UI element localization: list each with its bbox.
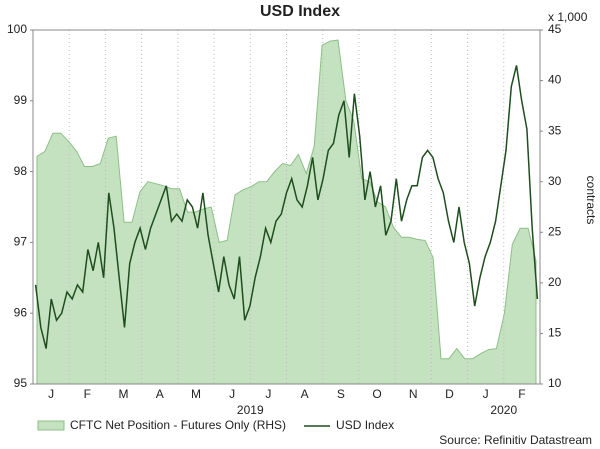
x-tick-label: A (156, 387, 164, 401)
chart-title: USD Index (260, 3, 340, 20)
y2-tick-label: 20 (548, 275, 562, 289)
y2-axis-label: contracts (584, 176, 598, 225)
x-tick-label: F (518, 387, 525, 401)
year-label: 2020 (490, 403, 517, 417)
y2-tick-label: 45 (548, 22, 562, 36)
y2-tick-label: 25 (548, 224, 562, 238)
x-tick-label: J (265, 387, 271, 401)
x-tick-label: O (372, 387, 381, 401)
y-tick-label: 99 (14, 93, 28, 107)
y2-unit: x 1,000 (548, 10, 588, 24)
x-tick-label: F (84, 387, 91, 401)
source-note: Source: Refinitiv Datastream (439, 433, 592, 447)
area-series (36, 39, 537, 385)
y-tick-label: 96 (14, 305, 28, 319)
x-tick-label: M (191, 387, 201, 401)
plot-frame (32, 29, 541, 385)
y-tick-label: 100 (7, 22, 27, 36)
line-series (34, 65, 539, 349)
x-tick-label: S (337, 387, 345, 401)
y-tick-label: 97 (14, 235, 28, 249)
y2-tick-label: 30 (548, 174, 562, 188)
x-tick-label: N (409, 387, 418, 401)
y2-tick-label: 40 (548, 73, 562, 87)
x-tick-label: J (48, 387, 54, 401)
x-tick-label: J (229, 387, 235, 401)
legend-label: CFTC Net Position - Futures Only (RHS) (70, 418, 286, 432)
y-tick-label: 95 (14, 376, 28, 390)
y2-tick-label: 15 (548, 326, 562, 340)
legend-label: USD Index (336, 418, 394, 432)
x-tick-label: M (119, 387, 129, 401)
year-label: 2019 (237, 403, 264, 417)
x-tick-label: J (483, 387, 489, 401)
x-tick-label: A (301, 387, 309, 401)
x-tick-label: D (445, 387, 454, 401)
legend-swatch (37, 420, 65, 431)
y2-tick-label: 35 (548, 123, 562, 137)
y2-tick-label: 10 (548, 376, 562, 390)
y-tick-label: 98 (14, 164, 28, 178)
